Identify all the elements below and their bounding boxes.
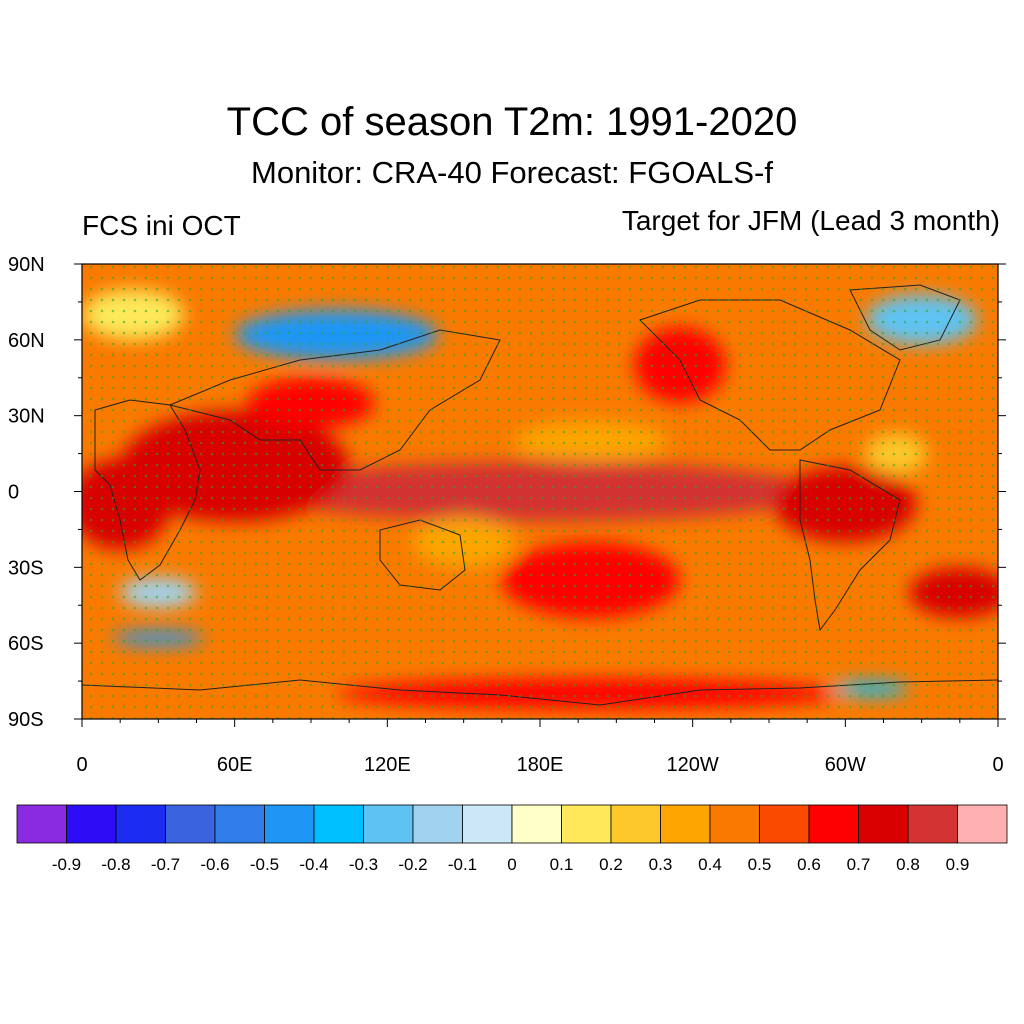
colorbar-swatch xyxy=(808,804,859,844)
colorbar-swatch xyxy=(709,804,760,844)
colorbar-label: -0.9 xyxy=(52,855,81,874)
x-tick-label: 60W xyxy=(825,754,866,776)
x-tick-label: 120E xyxy=(364,754,411,776)
map-plot-area xyxy=(81,263,999,720)
colorbar-label: 0.4 xyxy=(698,855,722,874)
colorbar-swatch xyxy=(660,804,711,844)
y-tick-label: 90N xyxy=(8,254,45,276)
chart-title: TCC of season T2m: 1991-2020 xyxy=(226,100,798,144)
colorbar-label: -0.8 xyxy=(101,855,130,874)
colorbar-swatch xyxy=(907,804,958,844)
y-tick-label: 0 xyxy=(8,482,19,504)
colorbar-swatch xyxy=(957,804,1008,844)
x-tick-label: 180E xyxy=(517,754,564,776)
colorbar-swatch xyxy=(313,804,364,844)
colorbar-label: 0.7 xyxy=(847,855,871,874)
x-tick-label: 120W xyxy=(667,754,719,776)
x-tick-label: 0 xyxy=(992,754,1003,776)
x-tick-label: 0 xyxy=(76,754,87,776)
colorbar-label: -0.5 xyxy=(250,855,279,874)
colorbar-swatch xyxy=(610,804,661,844)
colorbar-swatch xyxy=(561,804,612,844)
chart-subtitle: Monitor: CRA-40 Forecast: FGOALS-f xyxy=(251,155,773,190)
colorbar-label: 0.9 xyxy=(946,855,970,874)
colorbar-swatch xyxy=(165,804,216,844)
colorbar-label: -0.2 xyxy=(398,855,427,874)
colorbar-swatch xyxy=(115,804,166,844)
colorbar-label: -0.4 xyxy=(299,855,328,874)
colorbar-swatch xyxy=(759,804,810,844)
y-tick-label: 60N xyxy=(8,330,45,352)
colorbar-swatch xyxy=(363,804,414,844)
colorbar-swatch xyxy=(858,804,909,844)
colorbar-label: 0.5 xyxy=(748,855,772,874)
colorbar-label: 0.6 xyxy=(797,855,821,874)
colorbar-label: -0.7 xyxy=(151,855,180,874)
colorbar-swatch xyxy=(412,804,463,844)
y-tick-label: 30S xyxy=(8,557,44,579)
colorbar-swatch xyxy=(511,804,562,844)
colorbar: -0.9 -0.8 -0.7 -0.6 -0.5 -0.4 -0.3 -0.2 -0.1 0 0.1… xyxy=(16,804,1008,874)
y-tick-label: 30N xyxy=(8,406,45,428)
colorbar-label: 0.2 xyxy=(599,855,623,874)
colorbar-swatch xyxy=(462,804,513,844)
target-season-label: Target for JFM (Lead 3 month) xyxy=(621,205,1000,236)
initialization-label: FCS ini OCT xyxy=(82,210,241,241)
colorbar-label: 0 xyxy=(507,855,516,874)
x-tick-label: 60E xyxy=(217,754,253,776)
colorbar-swatch xyxy=(214,804,265,844)
colorbar-swatch xyxy=(16,804,67,844)
significance-stippling xyxy=(82,264,998,719)
y-tick-label: 60S xyxy=(8,633,44,655)
colorbar-label: 0.8 xyxy=(896,855,920,874)
colorbar-label: -0.6 xyxy=(200,855,229,874)
y-tick-label: 90S xyxy=(8,709,44,731)
colorbar-swatch xyxy=(66,804,117,844)
colorbar-label: -0.1 xyxy=(448,855,477,874)
colorbar-label: 0.1 xyxy=(550,855,574,874)
colorbar-label: 0.3 xyxy=(649,855,673,874)
map-axes: 0 60E 120E 180E 120W 60W 0 90N 60N 30N 0 30S 60S 90S xyxy=(8,254,1006,776)
colorbar-label: -0.3 xyxy=(349,855,378,874)
colorbar-swatch xyxy=(264,804,315,844)
